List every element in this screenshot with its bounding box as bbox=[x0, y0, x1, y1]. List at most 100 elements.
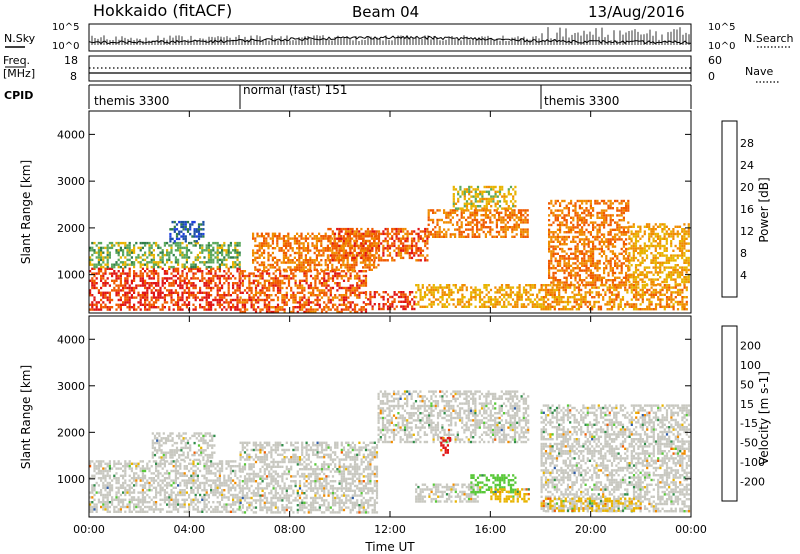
data-cell bbox=[300, 268, 303, 271]
data-cell bbox=[559, 204, 562, 207]
data-cell bbox=[665, 298, 669, 301]
data-cell bbox=[276, 279, 280, 282]
data-cell bbox=[465, 235, 468, 238]
data-cell bbox=[199, 256, 202, 259]
data-cell bbox=[268, 294, 271, 297]
data-cell bbox=[119, 303, 122, 306]
data-cell bbox=[337, 256, 340, 259]
data-cell bbox=[622, 199, 625, 203]
data-cell bbox=[654, 308, 658, 311]
data-cell bbox=[243, 298, 247, 302]
data-cell bbox=[200, 235, 203, 238]
data-cell bbox=[551, 291, 554, 294]
data-cell bbox=[615, 296, 618, 299]
data-cell bbox=[389, 295, 392, 299]
data-cell bbox=[576, 274, 579, 277]
data-cell bbox=[621, 308, 625, 311]
data-cell bbox=[516, 303, 519, 306]
data-cell bbox=[471, 235, 474, 238]
data-cell bbox=[606, 300, 609, 304]
data-cell bbox=[336, 277, 339, 280]
data-cell bbox=[300, 247, 303, 250]
data-cell bbox=[468, 185, 471, 189]
data-cell bbox=[322, 254, 325, 257]
data-cell bbox=[628, 266, 631, 269]
data-cell bbox=[637, 232, 640, 236]
data-cell bbox=[311, 232, 314, 235]
data-cell bbox=[588, 291, 592, 294]
data-cell bbox=[190, 270, 193, 273]
data-cell bbox=[135, 274, 138, 278]
data-cell bbox=[128, 244, 131, 247]
data-cell bbox=[637, 286, 640, 289]
data-cell bbox=[193, 240, 196, 243]
data-cell bbox=[180, 223, 183, 226]
data-cell bbox=[632, 254, 635, 257]
data-cell bbox=[424, 259, 427, 262]
data-cell bbox=[553, 300, 556, 304]
data-cell bbox=[544, 286, 548, 289]
data-cell bbox=[395, 227, 398, 231]
data-cell bbox=[166, 301, 169, 304]
data-cell bbox=[603, 223, 606, 227]
data-cell bbox=[182, 232, 185, 236]
data-cell bbox=[380, 307, 383, 311]
data-cell bbox=[470, 303, 473, 306]
data-cell bbox=[373, 254, 376, 257]
data-cell bbox=[283, 277, 286, 280]
data-cell bbox=[227, 256, 230, 259]
data-cell bbox=[377, 249, 381, 252]
data-cell bbox=[419, 251, 422, 255]
data-cell bbox=[637, 280, 640, 284]
data-cell bbox=[657, 303, 660, 306]
data-cell bbox=[122, 267, 125, 270]
data-cell bbox=[263, 306, 266, 309]
data-cell bbox=[236, 282, 239, 285]
data-cell bbox=[256, 232, 259, 235]
data-cell bbox=[150, 296, 153, 299]
data-cell bbox=[498, 214, 501, 217]
data-cell bbox=[495, 211, 498, 214]
data-cell bbox=[312, 301, 315, 304]
data-cell bbox=[572, 226, 575, 229]
data-cell bbox=[605, 202, 608, 205]
data-cell bbox=[576, 221, 579, 224]
data-cell bbox=[634, 268, 638, 272]
data-cell bbox=[505, 195, 508, 198]
data-cell bbox=[596, 199, 599, 203]
data-cell bbox=[474, 298, 477, 301]
data-cell bbox=[563, 269, 566, 272]
data-cell bbox=[279, 286, 282, 290]
data-cell bbox=[434, 211, 437, 214]
data-cell bbox=[119, 289, 122, 292]
data-cell bbox=[556, 209, 559, 212]
data-cell bbox=[238, 241, 241, 245]
data-cell bbox=[498, 211, 501, 214]
data-cell bbox=[166, 258, 169, 262]
data-cell bbox=[663, 305, 666, 308]
data-cell bbox=[559, 255, 562, 258]
data-cell bbox=[340, 230, 343, 233]
data-cell bbox=[355, 261, 358, 264]
data-cell bbox=[520, 216, 523, 219]
data-cell bbox=[581, 279, 584, 282]
data-cell bbox=[597, 291, 600, 294]
data-cell bbox=[624, 305, 627, 308]
data-cell bbox=[438, 218, 441, 222]
data-cell bbox=[161, 267, 164, 270]
data-cell bbox=[531, 284, 534, 287]
data-cell bbox=[406, 230, 409, 233]
data-cell bbox=[598, 259, 601, 263]
data-cell bbox=[119, 282, 122, 285]
data-cell bbox=[427, 209, 430, 212]
data-cell bbox=[450, 291, 453, 294]
data-cell bbox=[685, 300, 688, 304]
data-cell bbox=[421, 239, 425, 243]
data-cell bbox=[589, 271, 592, 275]
data-cell bbox=[325, 310, 328, 314]
data-cell bbox=[298, 303, 302, 306]
data-cell bbox=[487, 200, 491, 203]
data-cell bbox=[252, 235, 255, 238]
data-cell bbox=[322, 247, 325, 250]
data-cell bbox=[133, 251, 136, 254]
